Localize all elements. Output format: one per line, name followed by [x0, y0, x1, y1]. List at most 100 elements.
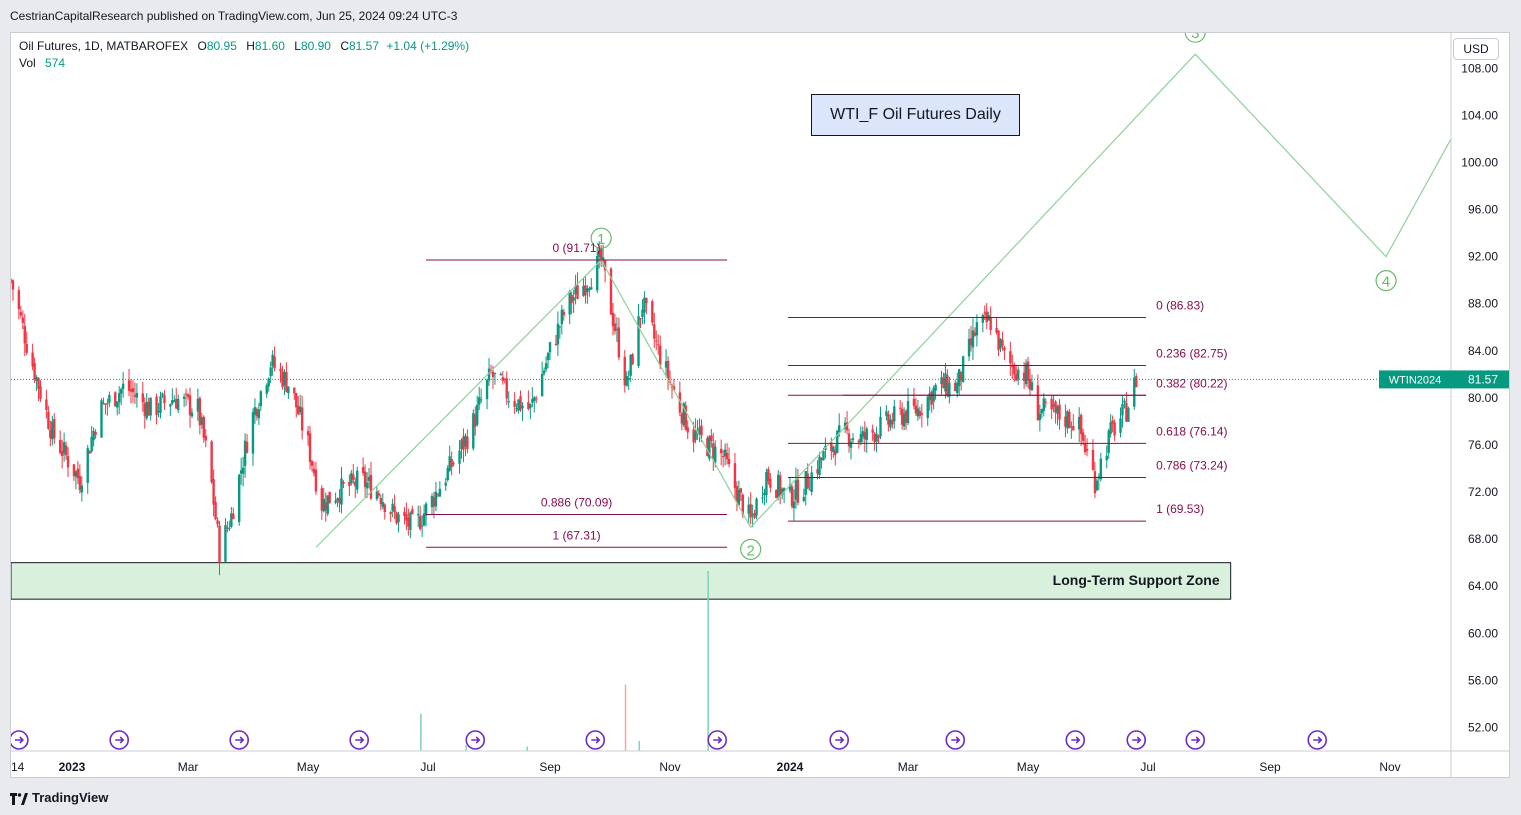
- candle: [723, 443, 727, 466]
- candle-body: [279, 368, 282, 372]
- candle: [574, 274, 577, 305]
- candle: [245, 434, 249, 454]
- candle: [175, 387, 178, 409]
- candle-body: [281, 371, 284, 387]
- candle: [452, 461, 455, 467]
- candle-body: [60, 450, 64, 456]
- candle: [255, 407, 259, 421]
- candle-body: [574, 285, 577, 295]
- candle: [747, 496, 750, 524]
- candle-body: [741, 494, 745, 515]
- candle: [342, 480, 345, 489]
- candle-body: [200, 417, 204, 425]
- candle-body: [678, 392, 682, 413]
- publisher-bar: CestrianCapitalResearch published on Tra…: [0, 0, 1521, 32]
- x-tick-label: Jul: [420, 760, 435, 774]
- candle-body: [597, 250, 601, 257]
- candle: [477, 386, 481, 411]
- y-tick-label: 52.00: [1468, 720, 1498, 734]
- candle: [560, 304, 564, 335]
- candle: [25, 331, 28, 356]
- candle: [202, 415, 205, 443]
- event-marker-icon[interactable]: [1307, 730, 1328, 750]
- event-marker-arrow: [355, 736, 365, 744]
- candle: [975, 314, 979, 347]
- candle: [267, 377, 270, 392]
- candle: [572, 289, 575, 313]
- candle: [609, 267, 613, 315]
- legend-change: +1.04 (+1.29%): [386, 39, 470, 53]
- event-marker-icon[interactable]: [109, 730, 129, 750]
- candle: [836, 429, 839, 454]
- candle-body: [629, 354, 632, 376]
- candle-body: [472, 413, 475, 449]
- candle-body: [438, 488, 442, 497]
- candle-body: [342, 481, 345, 484]
- candle: [515, 403, 518, 413]
- candle: [1133, 368, 1136, 410]
- event-marker-arrow: [1071, 736, 1081, 744]
- event-marker-icon[interactable]: [11, 730, 29, 750]
- candle-body: [432, 497, 436, 507]
- candle-body: [694, 430, 697, 441]
- candle-body: [658, 345, 662, 366]
- candle: [1064, 404, 1067, 438]
- candle-body: [1022, 372, 1026, 381]
- candle: [417, 505, 420, 528]
- event-marker-icon[interactable]: [585, 730, 606, 750]
- candle-body: [1038, 413, 1042, 421]
- candle: [474, 406, 477, 436]
- candle: [430, 493, 434, 516]
- event-marker-icon[interactable]: [829, 730, 849, 750]
- candle: [751, 504, 754, 528]
- candle-body: [198, 398, 202, 426]
- event-marker-icon[interactable]: [349, 730, 369, 750]
- candle-body: [243, 440, 247, 466]
- candle: [749, 492, 752, 525]
- candle: [546, 351, 550, 369]
- candle: [507, 391, 510, 409]
- currency-button[interactable]: USD: [1453, 38, 1499, 60]
- candle: [147, 397, 150, 416]
- price-chart[interactable]: 1 2 3 4 0 (91.71) 0.886 (70.09) 1 (67.31) 0 (86…: [11, 33, 1509, 777]
- candle-body: [706, 438, 709, 456]
- candle-body: [405, 514, 408, 521]
- wave-label-circle: [590, 227, 612, 249]
- candle: [300, 395, 304, 440]
- candle: [86, 444, 89, 494]
- tradingview-footer[interactable]: TradingView: [10, 790, 108, 805]
- candle-body: [300, 407, 304, 431]
- candle-body: [737, 489, 741, 506]
- y-tick-label: 60.00: [1468, 626, 1498, 640]
- candle: [88, 450, 91, 454]
- chart-frame[interactable]: 1 2 3 4 0 (91.71) 0.886 (70.09) 1 (67.31) 0 (86…: [10, 32, 1510, 778]
- candle: [916, 400, 920, 421]
- event-marker-icon[interactable]: [1065, 730, 1086, 750]
- candle: [1040, 408, 1044, 419]
- candle: [542, 367, 546, 376]
- candle: [434, 481, 438, 512]
- event-marker-icon[interactable]: [229, 730, 249, 750]
- event-marker-icon[interactable]: [707, 730, 728, 750]
- event-marker-icon[interactable]: [465, 730, 486, 750]
- candle: [108, 391, 111, 408]
- event-marker-icon[interactable]: [945, 730, 966, 750]
- candle: [80, 476, 84, 502]
- candle-body: [314, 469, 318, 492]
- candle-body: [143, 403, 146, 416]
- candle: [391, 498, 394, 518]
- candle-body: [336, 498, 339, 501]
- event-marker-icon[interactable]: [1126, 730, 1147, 750]
- candle-body: [66, 456, 70, 468]
- candle-body: [857, 440, 861, 443]
- candle: [94, 429, 97, 439]
- candle: [363, 464, 367, 498]
- candle-body: [733, 463, 737, 489]
- candle: [934, 383, 937, 400]
- candle: [90, 426, 93, 454]
- event-marker-icon[interactable]: [1185, 730, 1206, 750]
- candle: [119, 387, 123, 406]
- candle-body: [778, 475, 782, 496]
- candle-body: [863, 431, 866, 440]
- candle-body: [1070, 426, 1073, 428]
